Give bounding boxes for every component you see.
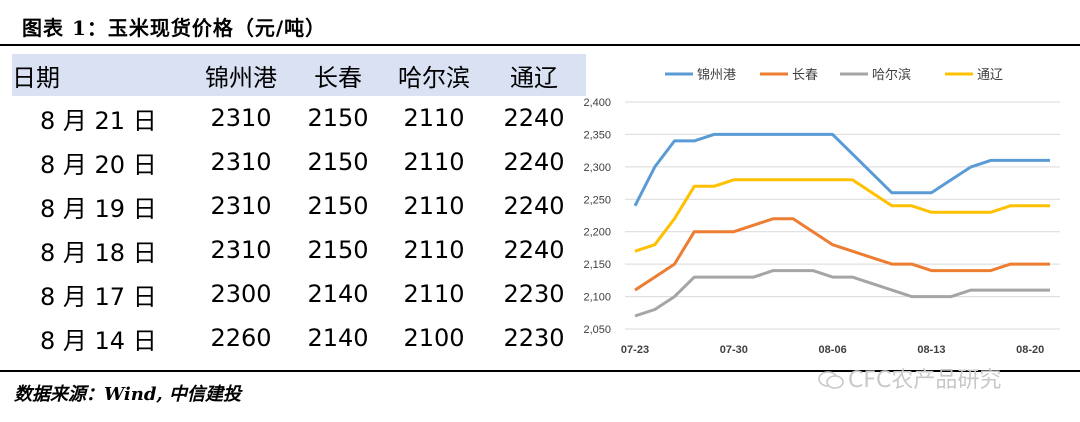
watermark: CFC农产品研究: [818, 362, 1001, 394]
y-tick-label: 2,400: [583, 97, 611, 109]
series-line: [634, 269, 1050, 318]
cell-date: 8 月 20 日: [40, 150, 157, 179]
x-tick-label: 08-13: [917, 344, 945, 356]
cell-value: 2140: [307, 324, 369, 352]
cell-value: 2150: [307, 236, 369, 264]
cell-date: 8 月 19 日: [40, 194, 157, 223]
table-row: 8 月 20 日 2310 2150 2110 2240: [12, 140, 586, 184]
y-tick-label: 2,100: [583, 292, 611, 304]
cell-value: 2110: [403, 148, 465, 176]
cell-date: 8 月 21 日: [40, 106, 157, 135]
cell-value: 2310: [210, 104, 272, 132]
series-line: [633, 132, 1050, 207]
cell-value: 2240: [503, 192, 565, 220]
wechat-icon: [818, 371, 844, 389]
cell-date: 8 月 17 日: [40, 282, 157, 311]
x-tick-label: 07-23: [621, 344, 649, 356]
cell-value: 2310: [210, 192, 272, 220]
cell-value: 2240: [503, 104, 565, 132]
cell-value: 2150: [307, 148, 369, 176]
y-tick-label: 2,250: [583, 194, 611, 206]
x-tick-label: 08-06: [819, 344, 847, 356]
cell-value: 2310: [210, 236, 272, 264]
legend-label: 通辽: [977, 67, 1003, 82]
figure-title: 图表 1：玉米现货价格（元/吨）: [22, 16, 327, 40]
legend-label: 哈尔滨: [872, 67, 911, 82]
cell-value: 2110: [403, 104, 465, 132]
cell-value: 2310: [210, 148, 272, 176]
y-tick-label: 2,200: [583, 227, 611, 239]
x-tick-label: 08-20: [1016, 344, 1044, 356]
y-tick-label: 2,150: [583, 259, 611, 271]
watermark-text: CFC农产品研究: [848, 368, 1002, 393]
cell-value: 2150: [307, 104, 369, 132]
cell-date: 8 月 18 日: [40, 238, 157, 267]
cell-value: 2110: [403, 192, 465, 220]
source-note: 数据来源：Wind, 中信建投: [14, 384, 241, 405]
top-rule: [0, 44, 1080, 46]
price-table: 日期 锦州港 长春 哈尔滨 通辽 8 月 21 日 2310 2150 2110…: [12, 54, 586, 360]
y-tick-label: 2,300: [583, 162, 611, 174]
cell-date: 8 月 14 日: [40, 326, 157, 355]
header-harbin: 哈尔滨: [386, 54, 482, 96]
cell-value: 2100: [403, 324, 465, 352]
cell-value: 2240: [503, 236, 565, 264]
cell-value: 2230: [503, 280, 565, 308]
cell-value: 2260: [210, 324, 272, 352]
cell-value: 2110: [403, 236, 465, 264]
table-row: 8 月 21 日 2310 2150 2110 2240: [12, 96, 586, 140]
cell-value: 2240: [503, 148, 565, 176]
table-row: 8 月 14 日 2260 2140 2100 2230: [12, 316, 586, 360]
legend-label: 长春: [792, 67, 818, 82]
table-header-row: 日期 锦州港 长春 哈尔滨 通辽: [12, 54, 586, 96]
x-tick-label: 07-30: [720, 344, 748, 356]
table-row: 8 月 19 日 2310 2150 2110 2240: [12, 184, 586, 228]
table-row: 8 月 18 日 2310 2150 2110 2240: [12, 228, 586, 272]
y-tick-label: 2,050: [583, 324, 611, 336]
series-line: [634, 178, 1050, 253]
legend-label: 锦州港: [697, 67, 736, 82]
header-date: 日期: [12, 54, 192, 96]
y-tick-label: 2,350: [583, 129, 611, 141]
header-changchun: 长春: [290, 54, 386, 96]
header-tongliao: 通辽: [482, 54, 586, 96]
cell-value: 2150: [307, 192, 369, 220]
cell-value: 2140: [307, 280, 369, 308]
table-row: 8 月 17 日 2300 2140 2110 2230: [12, 272, 586, 316]
bottom-rule: [0, 370, 1080, 372]
cell-value: 2230: [503, 324, 565, 352]
series-line: [634, 217, 1050, 292]
header-jinzhou: 锦州港: [192, 54, 290, 96]
cell-value: 2110: [403, 280, 465, 308]
cell-value: 2300: [210, 280, 272, 308]
price-line-chart: 2,050 2,100 2,150 2,200 2,250 2,300 2,350 2,400…: [583, 67, 1060, 356]
